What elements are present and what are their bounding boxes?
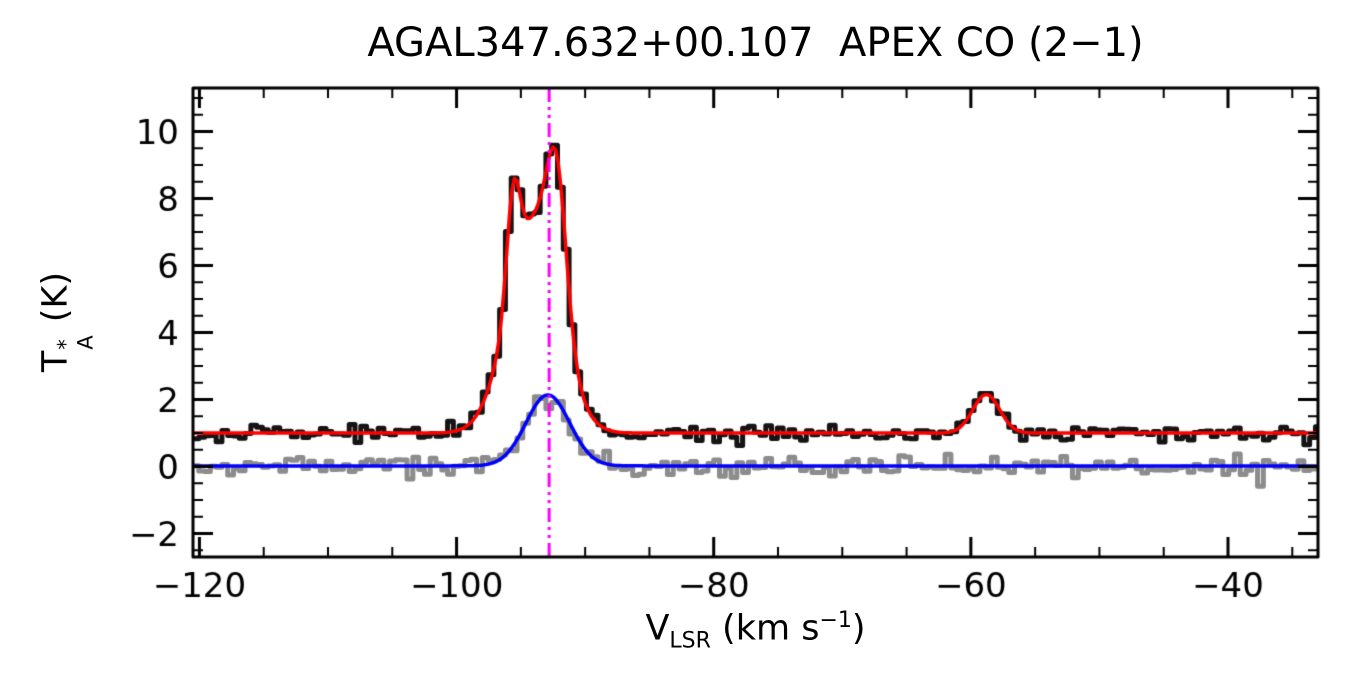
y-label-symbol: T <box>35 350 76 373</box>
x-label-unit-post: ) <box>851 608 866 649</box>
x-label-symbol: V <box>645 608 670 649</box>
plot-title: AGAL347.632+00.107 APEX CO (2−1) <box>367 20 1144 66</box>
y-label-supsub: * A <box>54 335 98 350</box>
x-label-exponent: −1 <box>819 608 852 633</box>
x-label-subscript: LSR <box>669 628 711 654</box>
y-label-unit: (K) <box>35 271 76 334</box>
y-axis-label: T * A (K) <box>35 271 98 373</box>
y-label-subscript: A <box>73 335 98 350</box>
x-axis-label: VLSR (km s−1) <box>193 608 1318 654</box>
x-label-unit-pre: (km s <box>710 608 820 649</box>
